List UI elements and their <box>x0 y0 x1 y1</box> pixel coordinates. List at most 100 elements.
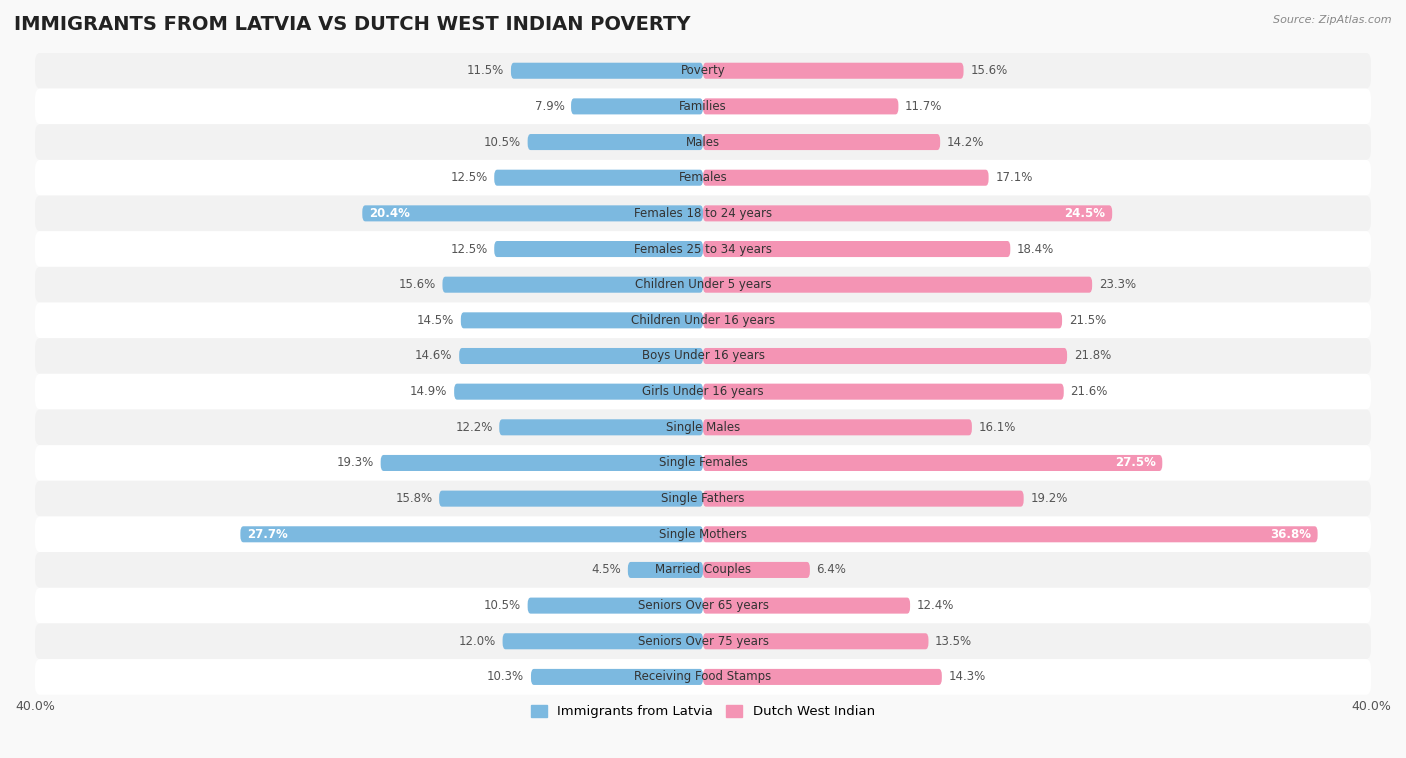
FancyBboxPatch shape <box>703 205 1112 221</box>
Text: 13.5%: 13.5% <box>935 634 973 648</box>
FancyBboxPatch shape <box>703 384 1064 399</box>
Text: 12.5%: 12.5% <box>450 243 488 255</box>
Text: 4.5%: 4.5% <box>592 563 621 576</box>
Text: Males: Males <box>686 136 720 149</box>
Text: Children Under 16 years: Children Under 16 years <box>631 314 775 327</box>
FancyBboxPatch shape <box>35 53 1371 89</box>
FancyBboxPatch shape <box>510 63 703 79</box>
FancyBboxPatch shape <box>35 374 1371 409</box>
Text: 11.7%: 11.7% <box>905 100 942 113</box>
Text: Girls Under 16 years: Girls Under 16 years <box>643 385 763 398</box>
FancyBboxPatch shape <box>35 160 1371 196</box>
FancyBboxPatch shape <box>35 659 1371 695</box>
FancyBboxPatch shape <box>703 63 963 79</box>
FancyBboxPatch shape <box>703 277 1092 293</box>
FancyBboxPatch shape <box>703 562 810 578</box>
FancyBboxPatch shape <box>703 597 910 614</box>
FancyBboxPatch shape <box>531 669 703 685</box>
FancyBboxPatch shape <box>35 409 1371 445</box>
Text: 24.5%: 24.5% <box>1064 207 1105 220</box>
Text: Source: ZipAtlas.com: Source: ZipAtlas.com <box>1274 15 1392 25</box>
FancyBboxPatch shape <box>35 481 1371 516</box>
FancyBboxPatch shape <box>454 384 703 399</box>
Text: 15.6%: 15.6% <box>970 64 1008 77</box>
FancyBboxPatch shape <box>35 267 1371 302</box>
FancyBboxPatch shape <box>527 134 703 150</box>
Text: 15.6%: 15.6% <box>398 278 436 291</box>
Text: 20.4%: 20.4% <box>368 207 409 220</box>
FancyBboxPatch shape <box>703 348 1067 364</box>
Text: 14.9%: 14.9% <box>411 385 447 398</box>
Text: 14.6%: 14.6% <box>415 349 453 362</box>
Text: 23.3%: 23.3% <box>1099 278 1136 291</box>
Text: 7.9%: 7.9% <box>534 100 564 113</box>
FancyBboxPatch shape <box>461 312 703 328</box>
Text: Single Mothers: Single Mothers <box>659 528 747 540</box>
FancyBboxPatch shape <box>363 205 703 221</box>
Text: 14.5%: 14.5% <box>418 314 454 327</box>
Text: 21.8%: 21.8% <box>1074 349 1111 362</box>
Legend: Immigrants from Latvia, Dutch West Indian: Immigrants from Latvia, Dutch West India… <box>526 700 880 723</box>
Text: 18.4%: 18.4% <box>1017 243 1054 255</box>
FancyBboxPatch shape <box>35 445 1371 481</box>
FancyBboxPatch shape <box>703 669 942 685</box>
Text: 10.3%: 10.3% <box>486 670 524 684</box>
Text: Females: Females <box>679 171 727 184</box>
Text: 15.8%: 15.8% <box>395 492 433 505</box>
Text: 14.2%: 14.2% <box>946 136 984 149</box>
FancyBboxPatch shape <box>35 89 1371 124</box>
Text: 12.0%: 12.0% <box>458 634 496 648</box>
FancyBboxPatch shape <box>35 623 1371 659</box>
FancyBboxPatch shape <box>35 231 1371 267</box>
FancyBboxPatch shape <box>703 134 941 150</box>
FancyBboxPatch shape <box>703 99 898 114</box>
FancyBboxPatch shape <box>35 124 1371 160</box>
FancyBboxPatch shape <box>460 348 703 364</box>
FancyBboxPatch shape <box>703 241 1011 257</box>
FancyBboxPatch shape <box>35 516 1371 552</box>
Text: Single Fathers: Single Fathers <box>661 492 745 505</box>
Text: 16.1%: 16.1% <box>979 421 1017 434</box>
FancyBboxPatch shape <box>35 302 1371 338</box>
FancyBboxPatch shape <box>703 633 928 650</box>
FancyBboxPatch shape <box>35 552 1371 587</box>
FancyBboxPatch shape <box>527 597 703 614</box>
Text: 21.5%: 21.5% <box>1069 314 1107 327</box>
FancyBboxPatch shape <box>703 312 1062 328</box>
FancyBboxPatch shape <box>703 419 972 435</box>
FancyBboxPatch shape <box>35 338 1371 374</box>
Text: Poverty: Poverty <box>681 64 725 77</box>
FancyBboxPatch shape <box>240 526 703 542</box>
FancyBboxPatch shape <box>628 562 703 578</box>
Text: Receiving Food Stamps: Receiving Food Stamps <box>634 670 772 684</box>
Text: 12.5%: 12.5% <box>450 171 488 184</box>
Text: IMMIGRANTS FROM LATVIA VS DUTCH WEST INDIAN POVERTY: IMMIGRANTS FROM LATVIA VS DUTCH WEST IND… <box>14 15 690 34</box>
Text: Females 18 to 24 years: Females 18 to 24 years <box>634 207 772 220</box>
FancyBboxPatch shape <box>703 170 988 186</box>
FancyBboxPatch shape <box>35 196 1371 231</box>
Text: Females 25 to 34 years: Females 25 to 34 years <box>634 243 772 255</box>
FancyBboxPatch shape <box>495 170 703 186</box>
Text: 19.2%: 19.2% <box>1031 492 1067 505</box>
Text: Children Under 5 years: Children Under 5 years <box>634 278 772 291</box>
Text: Single Males: Single Males <box>666 421 740 434</box>
FancyBboxPatch shape <box>439 490 703 506</box>
FancyBboxPatch shape <box>35 587 1371 623</box>
Text: Families: Families <box>679 100 727 113</box>
Text: 36.8%: 36.8% <box>1270 528 1310 540</box>
Text: 11.5%: 11.5% <box>467 64 505 77</box>
Text: 21.6%: 21.6% <box>1070 385 1108 398</box>
Text: 6.4%: 6.4% <box>817 563 846 576</box>
FancyBboxPatch shape <box>703 526 1317 542</box>
Text: 17.1%: 17.1% <box>995 171 1032 184</box>
FancyBboxPatch shape <box>443 277 703 293</box>
FancyBboxPatch shape <box>571 99 703 114</box>
Text: 19.3%: 19.3% <box>336 456 374 469</box>
Text: 12.4%: 12.4% <box>917 599 955 612</box>
Text: Boys Under 16 years: Boys Under 16 years <box>641 349 765 362</box>
FancyBboxPatch shape <box>703 455 1163 471</box>
FancyBboxPatch shape <box>703 490 1024 506</box>
Text: 27.7%: 27.7% <box>247 528 288 540</box>
FancyBboxPatch shape <box>499 419 703 435</box>
Text: 10.5%: 10.5% <box>484 599 522 612</box>
